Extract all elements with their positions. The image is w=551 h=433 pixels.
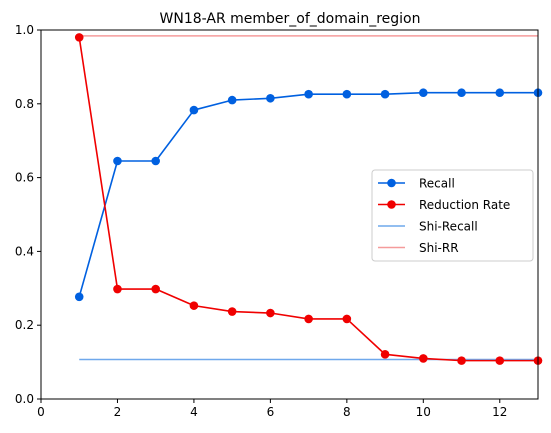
- data-point-recall-5: [227, 95, 237, 105]
- data-point-recall-8: [342, 89, 352, 99]
- legend-label-recall: Recall: [419, 177, 455, 191]
- x-tick-label: 12: [492, 405, 507, 419]
- data-point-reduction-rate-7: [304, 314, 313, 324]
- data-point-reduction-rate-4: [189, 301, 199, 310]
- legend: Recall Reduction Rate Shi-Recall Shi-RR: [371, 169, 534, 262]
- data-point-recall-11: [457, 88, 466, 98]
- y-tick-label: 0.0: [15, 392, 34, 406]
- data-point-reduction-rate-11: [457, 356, 466, 365]
- legend-label-shi-rr: Shi-RR: [419, 241, 459, 255]
- x-tick-label: 0: [37, 405, 45, 419]
- legend-marker-reduction-rate: [387, 200, 396, 209]
- data-point-recall-3: [151, 156, 160, 166]
- data-point-reduction-rate-1: [74, 33, 84, 42]
- x-tick-label: 4: [190, 405, 198, 419]
- data-point-recall-9: [380, 89, 390, 99]
- y-tick-label: 0.6: [15, 171, 34, 185]
- data-point-reduction-rate-10: [419, 354, 428, 363]
- y-tick-label: 0.8: [15, 97, 34, 111]
- data-point-reduction-rate-5: [227, 307, 237, 316]
- data-point-recall-7: [304, 89, 313, 99]
- chart-title: WN18-AR member_of_domain_region: [160, 11, 421, 27]
- legend-marker-recall: [387, 178, 396, 188]
- legend-label-shi-recall: Shi-Recall: [419, 220, 478, 234]
- data-point-recall-2: [113, 156, 122, 166]
- legend-label-reduction-rate: Reduction Rate: [419, 198, 510, 212]
- data-point-recall-12: [495, 88, 505, 98]
- data-point-reduction-rate-6: [266, 308, 275, 318]
- y-tick-label: 0.4: [15, 244, 34, 258]
- data-point-recall-4: [189, 105, 199, 115]
- data-point-recall-10: [419, 88, 428, 98]
- x-tick-label: 10: [416, 405, 431, 419]
- data-point-recall-1: [74, 292, 84, 302]
- axes: 0 2 4 6 8 10 12 0.0 0.2 0.4 0.6 0.8 1.0: [15, 23, 539, 419]
- x-tick-label: 2: [114, 405, 122, 419]
- x-tick-label: 6: [267, 405, 275, 419]
- data-point-recall-6: [266, 93, 275, 103]
- data-point-reduction-rate-8: [342, 314, 352, 324]
- data-point-reduction-rate-12: [495, 356, 505, 365]
- data-point-reduction-rate-9: [380, 350, 390, 359]
- legend-box: [371, 169, 534, 262]
- y-tick-label: 0.2: [15, 318, 34, 332]
- x-tick-label: 8: [343, 405, 351, 419]
- data-point-reduction-rate-3: [151, 284, 160, 294]
- plot-frame: [40, 29, 539, 400]
- plot-area: [74, 33, 543, 365]
- data-point-reduction-rate-2: [113, 284, 122, 294]
- y-tick-label: 1.0: [15, 23, 34, 37]
